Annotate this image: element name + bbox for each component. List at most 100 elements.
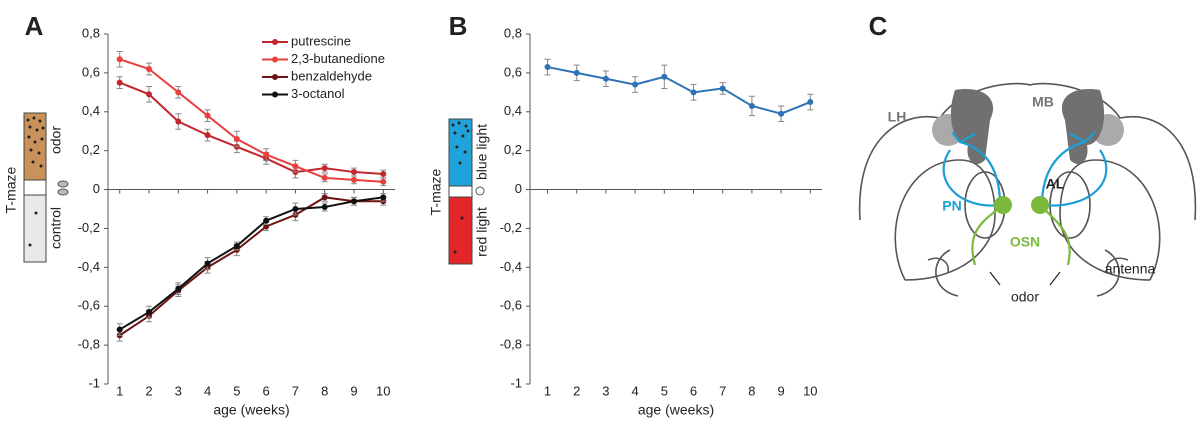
legend-label: 3-octanol	[291, 86, 345, 101]
data-point	[632, 81, 639, 88]
odor-arrows	[989, 271, 1061, 286]
x-tick-label: 1	[544, 383, 551, 398]
data-point	[351, 198, 357, 205]
legend-marker	[272, 91, 278, 98]
data-point	[116, 326, 123, 333]
data-point	[204, 260, 211, 267]
x-tick-label: 8	[748, 383, 755, 398]
control-arm	[23, 194, 47, 263]
data-point	[175, 118, 182, 125]
x-tick-label: 3	[175, 383, 182, 398]
start-chamber	[448, 185, 473, 198]
x-axis-label: age (weeks)	[213, 402, 289, 418]
odor-label: odor	[1011, 289, 1039, 305]
series-line	[119, 196, 384, 337]
data-point	[175, 285, 182, 292]
y-tick-label: -0,8	[78, 337, 100, 352]
legend-marker	[272, 39, 278, 45]
legend-marker	[272, 74, 278, 80]
x-tick-label: 6	[263, 383, 270, 398]
y-tick-label: -0,8	[500, 337, 522, 352]
y-tick-label: -1	[510, 375, 522, 390]
x-tick-label: 9	[350, 383, 357, 398]
fly-icon	[57, 188, 69, 196]
y-tick-label: -0,4	[500, 259, 522, 274]
x-axis-label: age (weeks)	[638, 402, 714, 418]
y-tick-label: -0,6	[500, 298, 522, 313]
projection-neurons	[942, 131, 1108, 207]
y-tick-label: 0,6	[82, 64, 100, 79]
data-point	[351, 176, 357, 183]
x-tick-label: 6	[690, 383, 697, 398]
x-tick-label: 10	[803, 383, 817, 398]
legend-label: putrescine	[291, 33, 351, 48]
odor-arm	[23, 112, 47, 181]
data-point	[807, 99, 814, 106]
inset-title: T-maze	[428, 168, 444, 215]
t-maze-inset: T-maze blue light red light	[428, 118, 490, 265]
brain-outline	[858, 82, 1197, 297]
data-point	[204, 112, 211, 119]
data-point	[544, 64, 551, 71]
data-point	[573, 69, 580, 76]
data-point	[661, 73, 668, 80]
panel-label: C	[869, 11, 888, 41]
data-point	[778, 110, 785, 117]
data-point	[116, 79, 123, 86]
y-tick-label: 0,8	[82, 25, 100, 40]
inset-bottom: red light	[474, 207, 490, 257]
y-tick-label: 0,2	[504, 142, 522, 157]
panel-label: B	[449, 11, 468, 41]
data-point	[175, 89, 182, 96]
data-point	[380, 178, 387, 185]
data-point	[263, 151, 270, 158]
x-tick-label: 5	[233, 383, 240, 398]
inset-top: odor	[48, 126, 64, 154]
y-tick-label: 0	[515, 181, 522, 196]
data-point	[380, 194, 387, 201]
data-point	[233, 242, 240, 249]
y-tick-label: 0,8	[504, 25, 522, 40]
mb-label: MB	[1032, 94, 1054, 110]
data-point	[146, 91, 152, 98]
panel-label: A	[25, 11, 44, 41]
flies	[451, 121, 470, 254]
x-tick-label: 2	[145, 383, 152, 398]
data-point	[690, 89, 697, 96]
data-point	[380, 171, 387, 177]
data-point	[263, 217, 270, 224]
al-label: AL	[1046, 176, 1065, 192]
x-tick-label: 8	[321, 383, 328, 398]
inset-top: blue light	[474, 124, 490, 180]
antenna-label: antenna	[1105, 261, 1156, 277]
data-point	[321, 204, 328, 211]
fly-icon	[57, 180, 69, 188]
series-line	[547, 66, 811, 115]
series-line	[119, 196, 384, 331]
y-tick-label: 0,4	[504, 103, 522, 118]
x-tick-label: 1	[116, 383, 123, 398]
y-tick-label: -0,2	[78, 220, 100, 235]
x-tick-label: 7	[292, 383, 299, 398]
x-tick-label: 10	[376, 383, 390, 398]
inset-title: T-maze	[3, 166, 19, 213]
t-maze-inset: T-maze odor control	[3, 112, 69, 263]
y-tick-label: 0,4	[82, 103, 100, 118]
y-tick-label: 0,2	[82, 142, 100, 157]
data-point	[116, 56, 123, 63]
data-point	[321, 194, 328, 201]
legend-marker	[272, 56, 278, 63]
data-point	[748, 102, 755, 109]
data-point	[146, 309, 152, 316]
y-tick-label: -0,4	[78, 259, 100, 274]
osn-label: OSN	[1010, 234, 1040, 250]
x-tick-label: 3	[602, 383, 609, 398]
data-point	[233, 136, 240, 142]
data-point	[204, 132, 211, 139]
lh-label: LH	[888, 109, 907, 125]
data-point	[146, 66, 152, 72]
x-tick-label: 4	[204, 383, 211, 398]
olfactory-neurons	[971, 204, 1071, 266]
y-tick-label: 0,6	[504, 64, 522, 79]
